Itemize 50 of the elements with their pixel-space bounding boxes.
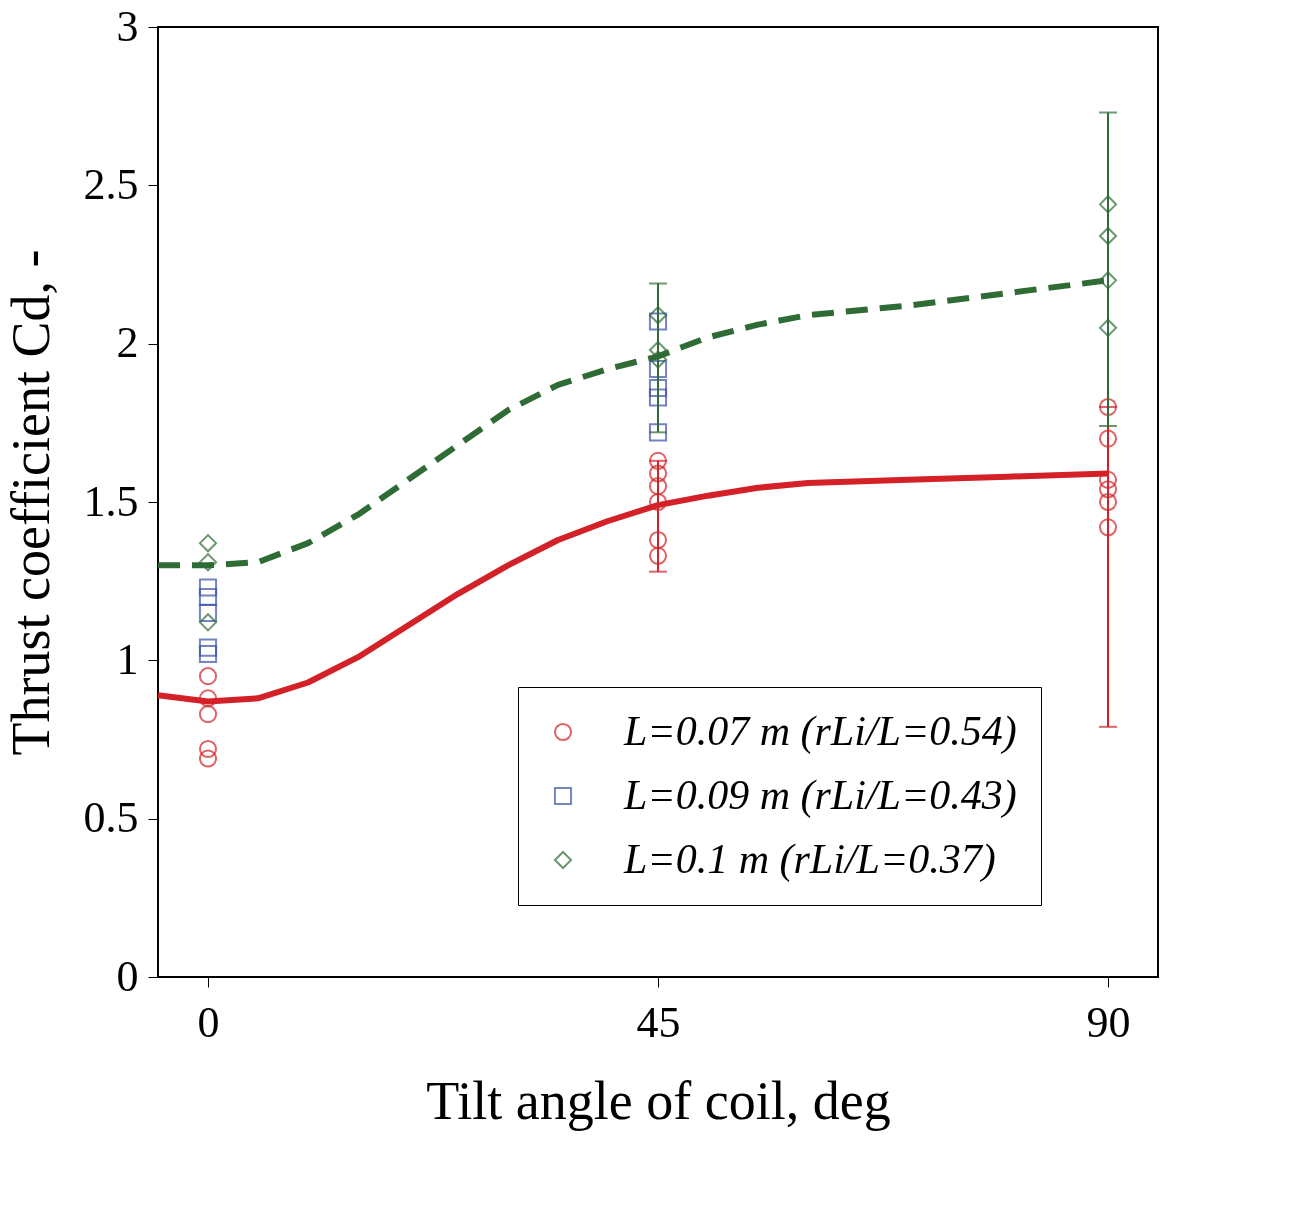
legend-label: L=0.1 m (rLi/L=0.37) (623, 836, 996, 883)
point (648, 530, 668, 550)
y-tick-label: 0 (116, 951, 139, 1001)
point (648, 451, 668, 470)
point (1098, 397, 1118, 417)
point (198, 603, 218, 622)
point (1098, 480, 1118, 499)
point (648, 306, 668, 325)
point (648, 492, 668, 512)
point (648, 388, 668, 407)
point (648, 423, 668, 442)
point (198, 749, 218, 768)
point (198, 613, 218, 632)
y-tick-label: 0.5 (83, 793, 139, 843)
legend-label: L=0.09 m (rLi/L=0.43) (623, 772, 1017, 819)
y-tick-label: 3 (116, 1, 139, 51)
point (648, 378, 668, 398)
point (198, 587, 218, 607)
point (1098, 195, 1118, 214)
point (648, 464, 668, 483)
point (198, 689, 218, 708)
point (1098, 518, 1118, 537)
point (1098, 271, 1118, 290)
point (198, 739, 218, 759)
x-tick-label: 45 (636, 997, 681, 1047)
point (198, 667, 218, 686)
point (198, 705, 218, 724)
y-tick-label: 1.5 (83, 476, 139, 526)
point (198, 644, 218, 664)
y-tick-label: 1 (116, 634, 139, 684)
point (1098, 492, 1118, 512)
point (648, 359, 668, 379)
y-tick-label: 2 (116, 318, 139, 368)
point (648, 312, 668, 331)
x-tick-label: 90 (1086, 997, 1131, 1047)
point (648, 546, 668, 565)
point (1098, 318, 1118, 337)
x-tick-label: 0 (197, 997, 220, 1047)
point (1098, 429, 1118, 448)
x-axis-title: Tilt angle of coil, deg (426, 1070, 891, 1131)
legend-label: L=0.07 m (rLi/L=0.54) (623, 708, 1017, 755)
point (1098, 226, 1118, 246)
point (198, 553, 218, 572)
y-axis-title: Thrust coefficient Cd, - (0, 249, 61, 756)
y-tick-label: 2.5 (83, 159, 139, 209)
point (1098, 470, 1118, 489)
point (648, 477, 668, 496)
point (198, 638, 218, 657)
point (198, 534, 218, 553)
point (198, 578, 218, 597)
